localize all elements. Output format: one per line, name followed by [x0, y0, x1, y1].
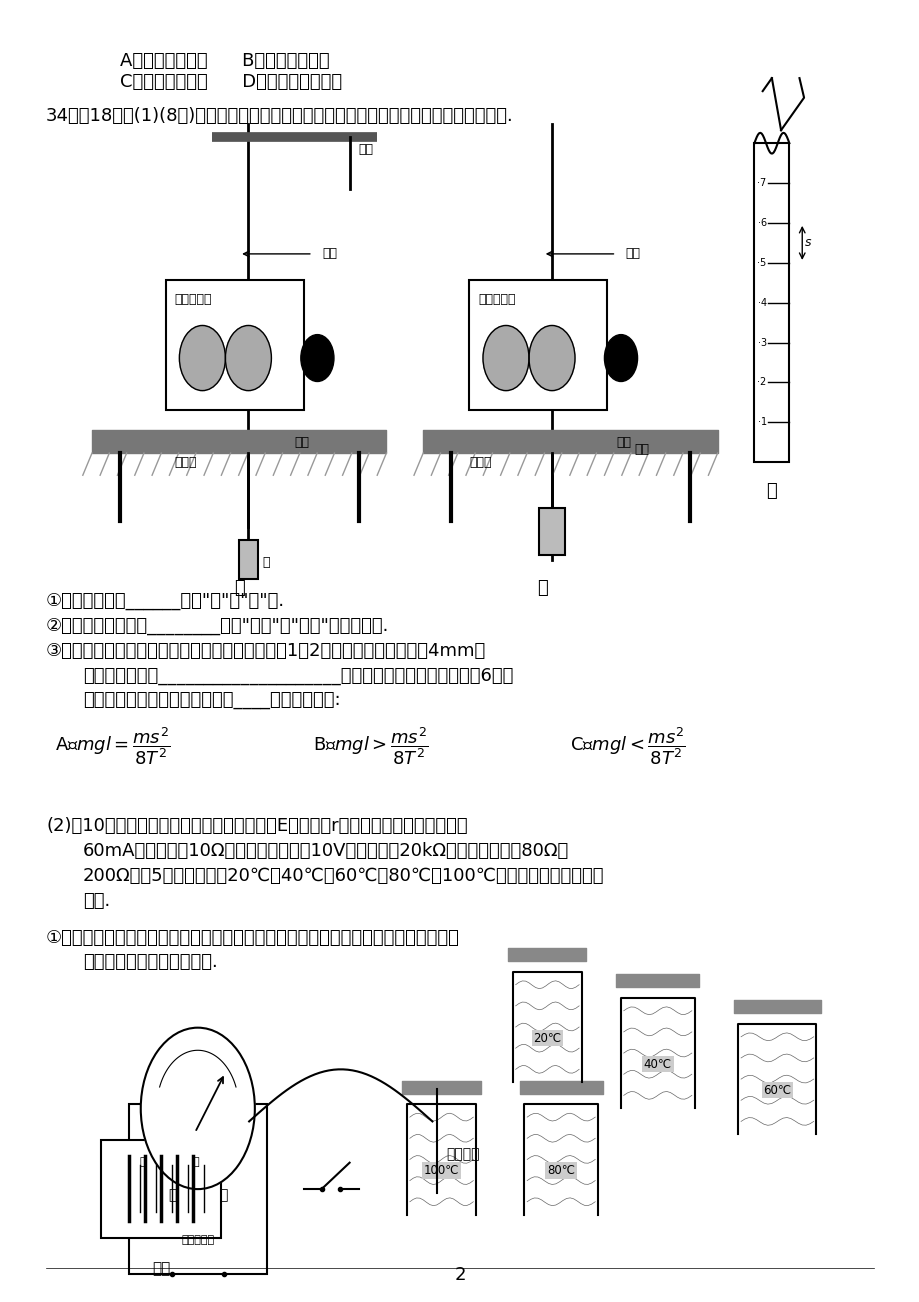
- Text: 夹子: 夹子: [358, 143, 373, 156]
- Text: ·3: ·3: [756, 337, 766, 348]
- Text: ①有一位同学根据现有器材设计实验电路并连接了部分实物，如下图所示，请用笔画线: ①有一位同学根据现有器材设计实验电路并连接了部分实物，如下图所示，请用笔画线: [46, 928, 460, 947]
- Text: ·7: ·7: [756, 178, 766, 187]
- Text: 夹子: 夹子: [294, 436, 309, 449]
- Text: ＋: ＋: [219, 1189, 228, 1203]
- Text: 20℃: 20℃: [533, 1031, 561, 1044]
- Text: A．$mgl=\dfrac{ms^2}{8T^2}$: A．$mgl=\dfrac{ms^2}{8T^2}$: [55, 725, 171, 767]
- Text: ·4: ·4: [756, 298, 766, 307]
- Text: ·6: ·6: [756, 217, 766, 228]
- Text: 代替导线把电压表接入电路.: 代替导线把电压表接入电路.: [83, 953, 217, 971]
- Text: C．$mgl<\dfrac{ms^2}{8T^2}$: C．$mgl<\dfrac{ms^2}{8T^2}$: [570, 725, 686, 767]
- Text: 甲: 甲: [233, 579, 244, 598]
- Text: (2)（10分）用伏安法测一个蓄电池的电动势E和内电阻r．现有器材：电流表（量程: (2)（10分）用伏安法测一个蓄电池的电动势E和内电阻r．现有器材：电流表（量程: [46, 818, 467, 836]
- Text: ·1: ·1: [756, 418, 766, 427]
- Text: 60℃: 60℃: [763, 1083, 790, 1096]
- Text: s: s: [804, 237, 811, 250]
- Text: 2: 2: [454, 1266, 465, 1284]
- Text: （电流表）: （电流表）: [181, 1234, 214, 1245]
- Text: 接电源: 接电源: [469, 456, 491, 469]
- Bar: [239, 540, 257, 579]
- Circle shape: [301, 335, 334, 381]
- Text: C．运动速率变大      D．运动角速度变大: C．运动速率变大 D．运动角速度变大: [119, 73, 341, 91]
- Text: B．$mgl>\dfrac{ms^2}{8T^2}$: B．$mgl>\dfrac{ms^2}{8T^2}$: [312, 725, 428, 767]
- Bar: [101, 1141, 221, 1237]
- Text: ·5: ·5: [756, 258, 766, 268]
- Circle shape: [141, 1027, 255, 1189]
- Text: 乙: 乙: [537, 579, 548, 598]
- Text: 打点计时器: 打点计时器: [478, 293, 516, 306]
- Bar: [165, 280, 303, 410]
- Text: 60mA，内阻约为10Ω）；电压表（量程10V，内阻约为20kΩ）；热敏电阻（80Ω～: 60mA，内阻约为10Ω）；电压表（量程10V，内阻约为20kΩ）；热敏电阻（8…: [83, 842, 569, 861]
- Text: 接电源: 接电源: [175, 456, 197, 469]
- Text: 纸带: 纸带: [625, 247, 640, 260]
- Text: 热敏电阻: 热敏电阻: [446, 1147, 479, 1161]
- Text: 打点计时器: 打点计时器: [175, 293, 212, 306]
- Text: 重物的重力势能与动能的关系为____（选填序号）:: 重物的重力势能与动能的关系为____（选填序号）:: [83, 691, 340, 710]
- Text: A．运动半径变大      B．运动周期变大: A．运动半径变大 B．运动周期变大: [119, 52, 329, 70]
- Bar: [469, 280, 607, 410]
- Text: ＋: ＋: [139, 1157, 146, 1168]
- Text: 100℃: 100℃: [424, 1164, 459, 1177]
- Text: 纸带: 纸带: [322, 247, 336, 260]
- Text: 夹子: 夹子: [616, 436, 630, 449]
- Bar: [754, 143, 789, 462]
- Circle shape: [528, 326, 574, 391]
- Circle shape: [225, 326, 271, 391]
- Circle shape: [482, 326, 528, 391]
- Text: ②打点计时器必须接________（填"高压"或"低压"）交流电源.: ②打点计时器必须接________（填"高压"或"低压"）交流电源.: [46, 617, 389, 635]
- Text: －: －: [167, 1189, 176, 1203]
- Text: 这是因为实验时____________________；如果出现这种情况，则打第6点时: 这是因为实验时____________________；如果出现这种情况，则打第…: [83, 667, 513, 685]
- Text: ③丙图是采用较好的装置进行实验的，如果发现第1、2两点之间的距离大约为4mm，: ③丙图是采用较好的装置进行实验的，如果发现第1、2两点之间的距离大约为4mm，: [46, 642, 486, 660]
- Text: 80℃: 80℃: [547, 1164, 574, 1177]
- Text: 电池: 电池: [152, 1260, 170, 1276]
- Circle shape: [604, 335, 637, 381]
- Text: 若干.: 若干.: [83, 892, 110, 910]
- Bar: [129, 1104, 267, 1273]
- Text: 重: 重: [262, 556, 269, 569]
- Circle shape: [179, 326, 225, 391]
- Text: －: －: [192, 1157, 199, 1168]
- Text: ·2: ·2: [756, 378, 766, 388]
- Text: 40℃: 40℃: [643, 1057, 671, 1070]
- Text: ①较好的装置是______（填"甲"或"乙"）.: ①较好的装置是______（填"甲"或"乙"）.: [46, 592, 285, 611]
- Text: 34．（18分）(1)(8分)甲、乙都是使用电磁打点计时器验证机械能守恒定律的实验装置图.: 34．（18分）(1)(8分)甲、乙都是使用电磁打点计时器验证机械能守恒定律的实…: [46, 107, 513, 125]
- Text: 重物: 重物: [634, 443, 649, 456]
- Text: 丙: 丙: [766, 482, 777, 500]
- Bar: [539, 508, 564, 555]
- Text: 200Ω）；5杯温度分别为20℃、40℃、60℃、80℃、100℃的水；开关一个；导线: 200Ω）；5杯温度分别为20℃、40℃、60℃、80℃、100℃的水；开关一个…: [83, 867, 604, 885]
